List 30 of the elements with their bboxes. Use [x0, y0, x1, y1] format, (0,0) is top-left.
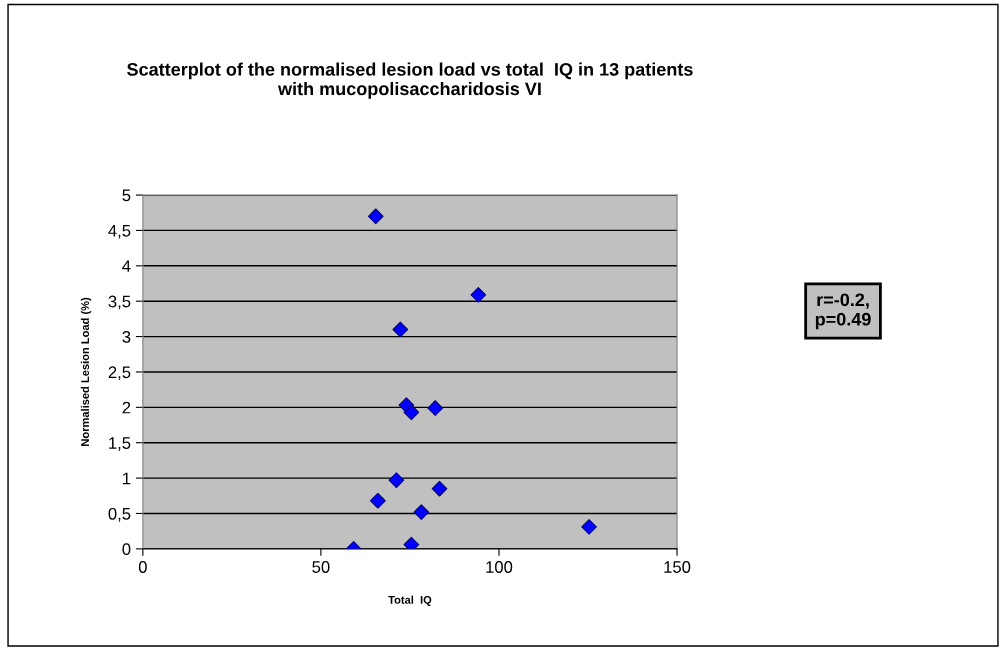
point [581, 519, 597, 535]
x-tick-label: 0 [138, 561, 147, 573]
point [370, 492, 386, 509]
chart-title: Scatterplot of the normalised lesion load vs total IQ in 13 patients with mucopolisaccharidosis VI [127, 62, 693, 99]
text: r=-0.2, p=0.49 [815, 293, 871, 330]
y-tick-label: 4,5 [108, 225, 131, 239]
point [367, 208, 384, 225]
y-tick-label: 3,5 [108, 295, 131, 310]
y-tick-label: 0 [122, 543, 131, 556]
y-tick-label: 0,5 [108, 507, 131, 522]
y-tick-label: 2 [122, 401, 131, 414]
x-tick-label: 150 [664, 561, 691, 573]
point [403, 404, 420, 421]
point [388, 472, 405, 489]
point [470, 286, 487, 303]
y-tick-label: 5 [122, 189, 131, 202]
y-axis-title: Normalised Lesion Load (%) [80, 297, 92, 446]
y-tick-label: 1,5 [109, 437, 131, 451]
y-tick-label: 3 [122, 330, 131, 343]
x-tick-label: 50 [312, 561, 330, 573]
point [427, 400, 444, 416]
point [413, 504, 430, 520]
y-tick-label: 2,5 [108, 366, 131, 381]
y-tick-label: 1 [123, 472, 131, 485]
x-tick-label: 100 [486, 561, 513, 573]
point [403, 536, 420, 549]
point [431, 480, 448, 497]
x-axis-title: Total IQ [388, 595, 432, 606]
point [392, 321, 409, 338]
y-tick-label: 4 [122, 260, 131, 272]
